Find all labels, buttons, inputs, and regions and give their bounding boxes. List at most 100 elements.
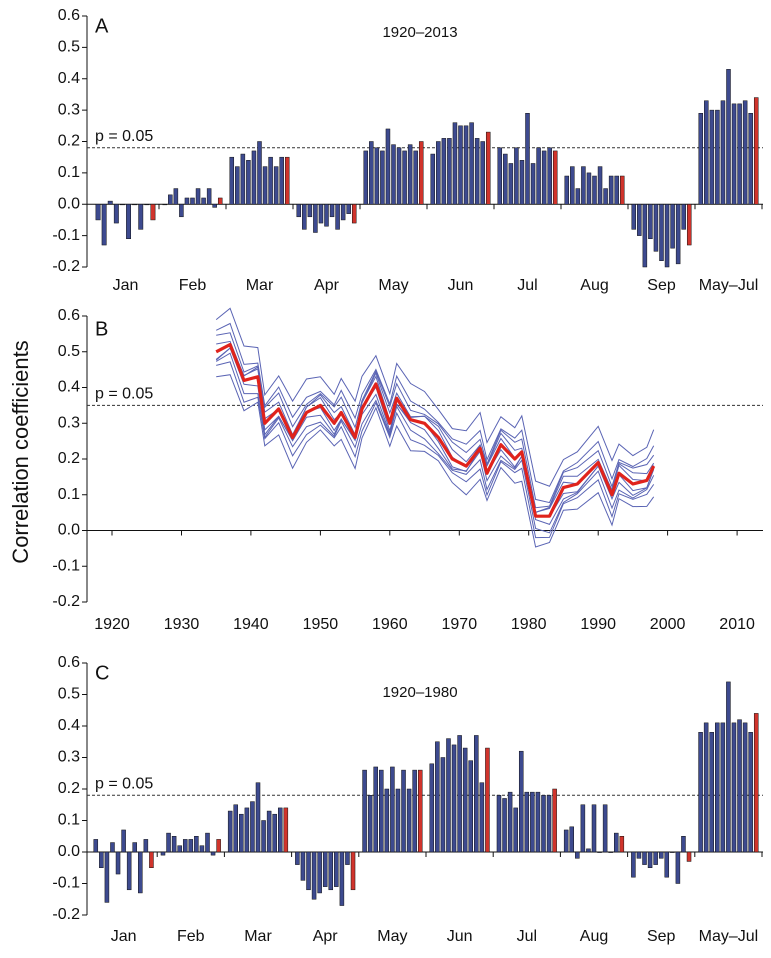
bar xyxy=(417,769,423,853)
y-tick-label: 0.5 xyxy=(58,686,80,703)
y-axis-title: Correlation coefficients xyxy=(8,340,33,563)
bar xyxy=(351,204,357,224)
bar xyxy=(283,807,289,853)
bar xyxy=(552,788,557,853)
bar xyxy=(115,851,121,875)
bar xyxy=(346,204,351,214)
bar xyxy=(401,769,406,853)
bar xyxy=(268,156,273,205)
bar xyxy=(452,122,458,205)
bar xyxy=(369,141,374,205)
bar xyxy=(642,204,648,268)
x-tick-label: Mar xyxy=(244,928,272,945)
bar xyxy=(329,204,335,218)
bar xyxy=(597,166,603,205)
bar xyxy=(681,836,686,853)
x-tick-label: Jul xyxy=(517,928,537,945)
bar xyxy=(496,795,502,853)
x-tick-label: 1980 xyxy=(511,616,547,633)
bar xyxy=(686,204,692,246)
bar xyxy=(686,851,692,862)
y-tick-label: -0.2 xyxy=(52,906,80,923)
series-line-thin xyxy=(215,352,655,534)
bar xyxy=(619,836,625,853)
x-tick-label: 1950 xyxy=(303,616,339,633)
bar xyxy=(631,851,636,878)
bar xyxy=(166,832,171,853)
y-tick-label: -0.1 xyxy=(52,227,80,244)
panel-label: A xyxy=(95,15,109,37)
bar xyxy=(726,681,731,853)
x-tick-label: 1930 xyxy=(164,616,200,633)
y-tick-label: 0.1 xyxy=(58,486,80,503)
bar xyxy=(300,851,306,881)
bar xyxy=(535,791,541,853)
bar xyxy=(179,204,184,218)
y-tick-label: 0.3 xyxy=(58,414,80,431)
bar xyxy=(318,204,324,224)
bar xyxy=(162,204,168,206)
bar xyxy=(681,204,686,230)
bar xyxy=(748,113,753,205)
bar xyxy=(698,113,704,205)
y-tick-label: 0.2 xyxy=(58,450,80,467)
y-tick-label: 0.6 xyxy=(58,7,80,24)
bar xyxy=(367,795,373,853)
bar xyxy=(391,144,396,205)
bar xyxy=(278,807,283,853)
bar xyxy=(240,153,246,205)
y-tick-label: 0.4 xyxy=(58,70,80,87)
x-tick-label: May xyxy=(378,277,408,294)
bar xyxy=(715,722,720,853)
bar xyxy=(385,128,391,205)
y-tick-label: 0.3 xyxy=(58,101,80,118)
bar xyxy=(182,839,188,853)
y-tick-label: 0.4 xyxy=(58,717,80,734)
bar xyxy=(485,131,491,205)
bar xyxy=(664,851,670,878)
series-line-thin xyxy=(216,374,655,548)
y-tick-label: -0.2 xyxy=(52,258,80,275)
bar xyxy=(670,204,675,249)
bar xyxy=(384,788,390,853)
series-line-main xyxy=(215,343,656,518)
bar xyxy=(614,175,619,205)
bar xyxy=(530,791,535,853)
bar xyxy=(570,166,575,205)
bar xyxy=(457,735,462,853)
bar xyxy=(132,842,137,853)
bar xyxy=(132,204,138,206)
panel-title: 1920–2013 xyxy=(382,24,457,41)
x-tick-label: Feb xyxy=(179,277,207,294)
bar xyxy=(406,788,412,853)
bar xyxy=(284,156,290,205)
bar xyxy=(709,732,714,853)
x-tick-label: Jan xyxy=(111,928,137,945)
bar xyxy=(266,810,272,853)
panel-label: C xyxy=(95,662,109,684)
bar xyxy=(379,769,384,853)
bar xyxy=(144,204,150,206)
bar xyxy=(324,204,329,227)
bar xyxy=(195,188,201,205)
bar xyxy=(380,150,385,205)
bar xyxy=(614,832,619,853)
y-tick-label: 0.6 xyxy=(58,654,80,671)
bar xyxy=(597,851,602,853)
bar xyxy=(311,851,317,900)
x-tick-label: May xyxy=(377,928,407,945)
bar xyxy=(497,147,503,205)
bar xyxy=(227,810,233,853)
x-tick-label: Jul xyxy=(517,277,537,294)
bar xyxy=(603,188,608,205)
y-tick-label: 0.5 xyxy=(58,343,80,360)
bar xyxy=(546,795,552,853)
bar xyxy=(250,801,255,853)
bar xyxy=(446,738,451,853)
bar xyxy=(753,713,759,853)
bar xyxy=(262,166,268,205)
bar xyxy=(295,851,300,865)
y-tick-label: 0.5 xyxy=(58,39,80,56)
bar xyxy=(199,845,205,853)
